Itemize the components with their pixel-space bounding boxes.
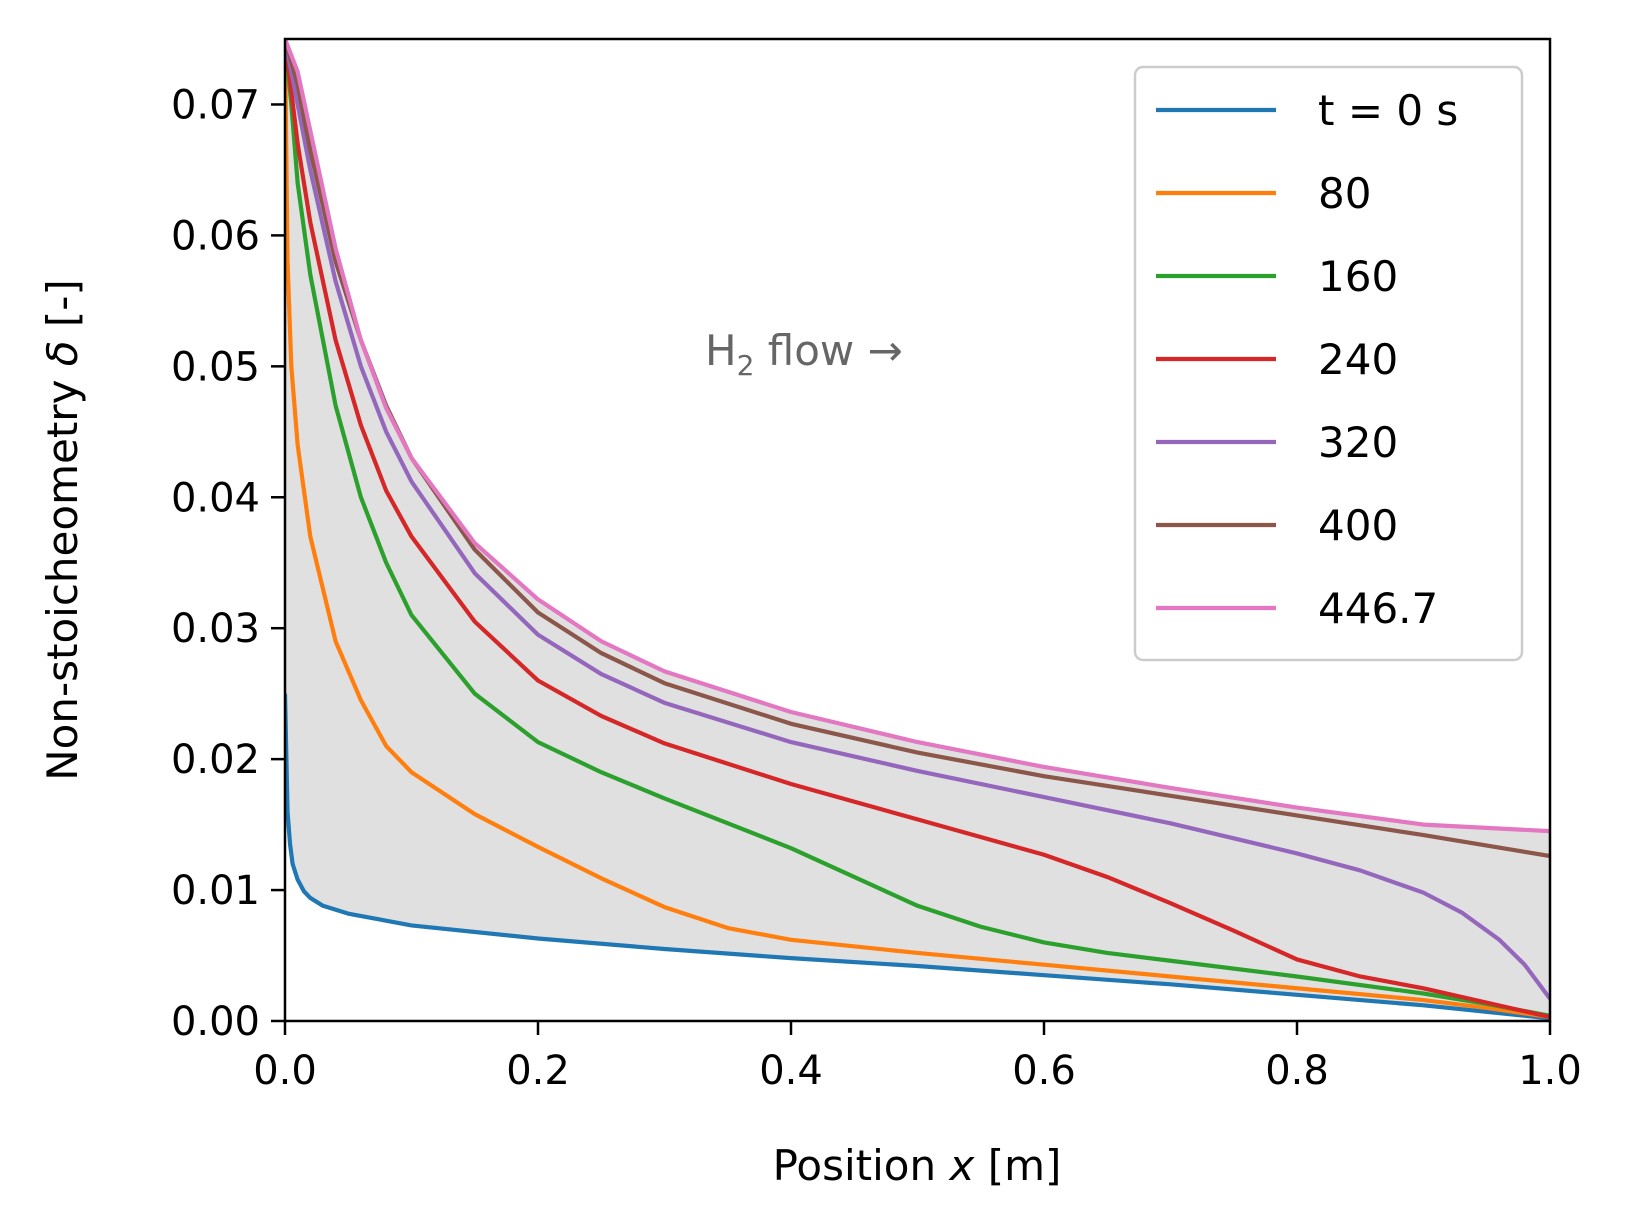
- legend-label: 446.7: [1318, 584, 1438, 633]
- x-axis-label-main: Position: [773, 1141, 950, 1190]
- x-tick-label: 0.4: [759, 1048, 823, 1094]
- flow-annotation-subscript: 2: [737, 349, 755, 382]
- y-axis-label-unit: [-]: [38, 279, 87, 340]
- y-tick-label: 0.07: [171, 82, 260, 128]
- legend-entries: t = 0 s 80 160 240 320 400 446.7: [1156, 86, 1458, 633]
- y-tick-label: 0.06: [171, 213, 260, 259]
- axes-frame: [283, 37, 1552, 1023]
- legend-label: t = 0 s: [1318, 86, 1458, 135]
- y-tick-label: 0.05: [171, 344, 260, 390]
- flow-annotation: H2 flow →: [705, 326, 903, 382]
- y-axis-label: Non-stoicheometry δ [-]: [38, 279, 87, 781]
- series-line-3: [285, 39, 1550, 1020]
- x-axis-ticks: 0.0 0.2 0.4 0.6 0.8 1.0: [253, 1021, 1582, 1094]
- y-tick-label: 0.00: [171, 999, 260, 1045]
- x-tick-label: 0.0: [253, 1048, 317, 1094]
- series-lines: [285, 39, 1550, 1021]
- x-tick-label: 0.8: [1265, 1048, 1329, 1094]
- series-line-6: [285, 39, 1550, 834]
- legend: t = 0 s 80 160 240 320 400 446.7: [1133, 65, 1524, 662]
- series-line-2: [285, 39, 1550, 1018]
- x-axis-label-unit: [m]: [974, 1141, 1061, 1190]
- x-tick-label: 1.0: [1518, 1048, 1582, 1094]
- legend-label: 320: [1318, 418, 1398, 467]
- flow-annotation-rest: flow →: [754, 326, 902, 375]
- plot-area: 0.0 0.2 0.4 0.6 0.8 1.0 0.000.010.020.030.040…: [171, 37, 1582, 1094]
- x-tick-label: 0.6: [1012, 1048, 1076, 1094]
- x-tick-label: 0.2: [506, 1048, 570, 1094]
- legend-label: 160: [1318, 252, 1398, 301]
- series-line-0: [285, 693, 1550, 1021]
- x-axis-label-var: x: [947, 1141, 975, 1190]
- y-axis-label-main: Non-stoicheometry: [38, 366, 87, 781]
- series-line-1: [285, 39, 1550, 1020]
- legend-label: 240: [1318, 335, 1398, 384]
- legend-label: 400: [1318, 501, 1398, 550]
- y-tick-label: 0.01: [171, 868, 260, 914]
- y-tick-label: 0.04: [171, 475, 260, 521]
- y-axis-ticks: 0.00 0.01 0.02 0.03 0.04 0.05 0.06 0.07: [171, 82, 285, 1045]
- y-axis-label-var: δ: [38, 341, 87, 367]
- y-tick-label: 0.02: [171, 737, 260, 783]
- legend-box: [1133, 65, 1524, 662]
- flow-annotation-h: H: [705, 326, 737, 375]
- legend-label: 80: [1318, 169, 1371, 218]
- y-tick-label: 0.03: [171, 606, 260, 652]
- series-line-4: [285, 39, 1550, 1000]
- series-line-5: [285, 39, 1550, 859]
- x-axis-label: Position x [m]: [773, 1141, 1062, 1190]
